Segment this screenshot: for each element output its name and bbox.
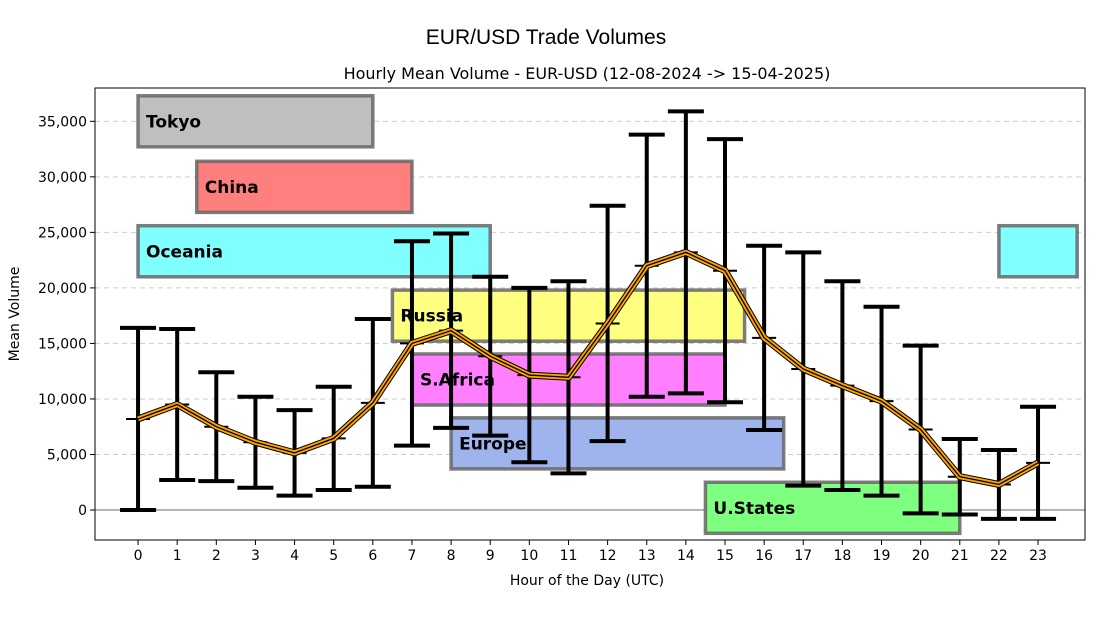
y-tick-label: 25,000 (38, 225, 87, 241)
plot-frame (94, 87, 1086, 541)
y-tick-label: 20,000 (38, 281, 87, 297)
y-tick-label: 5,000 (47, 447, 87, 463)
x-tick-label: 20 (912, 548, 930, 564)
x-tick-label: 0 (134, 548, 143, 564)
x-tick-label: 13 (638, 548, 656, 564)
y-tick-label: 0 (78, 503, 87, 519)
x-axis-label: Hour of the Day (UTC) (510, 573, 664, 589)
chart-suptitle: EUR/USD Trade Volumes (425, 26, 667, 49)
x-tick-label: 12 (599, 548, 617, 564)
session-label: S.Africa (420, 371, 495, 391)
session-box (136, 223, 492, 279)
y-tick-label: 30,000 (38, 170, 87, 186)
x-tick-label: 1 (173, 548, 182, 564)
x-tick-label: 6 (368, 548, 377, 564)
mean-line-core (137, 251, 1039, 486)
session-box (194, 159, 414, 215)
y-tick-label: 15,000 (38, 336, 87, 352)
session-box (449, 416, 786, 471)
x-tick-label: 17 (794, 548, 812, 564)
session-box (136, 94, 375, 149)
y-tick-label: 10,000 (38, 392, 87, 408)
y-tick-label: 35,000 (38, 114, 87, 130)
session-label: Russia (400, 307, 463, 327)
x-tick-label: 22 (990, 548, 1008, 564)
x-tick-label: 16 (755, 548, 773, 564)
session-box (997, 223, 1079, 279)
x-tick-label: 11 (560, 548, 578, 564)
x-tick-label: 2 (212, 548, 221, 564)
x-tick-label: 14 (677, 548, 695, 564)
chart-title: Hourly Mean Volume - EUR-USD (12-08-2024… (344, 64, 831, 83)
x-tick-label: 18 (833, 548, 851, 564)
y-axis-label: Mean Volume (7, 267, 23, 362)
x-tick-label: 7 (407, 548, 416, 564)
x-tick-label: 9 (486, 548, 495, 564)
x-tick-label: 21 (951, 548, 969, 564)
session-label: Europe (459, 434, 526, 454)
session-label: Oceania (146, 242, 223, 262)
session-label: U.States (713, 499, 795, 519)
x-tick-label: 5 (329, 548, 338, 564)
x-tick-label: 23 (1029, 548, 1047, 564)
session-label: China (205, 178, 259, 198)
x-tick-label: 4 (290, 548, 299, 564)
session-label: Tokyo (146, 112, 201, 132)
x-tick-label: 3 (251, 548, 260, 564)
x-tick-label: 10 (520, 548, 538, 564)
x-tick-label: 15 (716, 548, 734, 564)
x-tick-label: 8 (447, 548, 456, 564)
x-tick-label: 19 (873, 548, 891, 564)
